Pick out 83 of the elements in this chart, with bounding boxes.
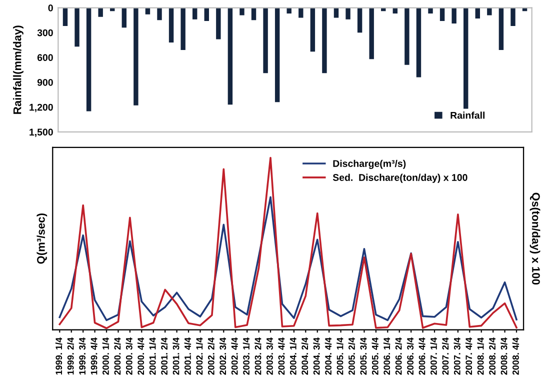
bar bbox=[216, 8, 221, 40]
x-tick-label: 2006. 1/4 bbox=[383, 337, 390, 375]
x-tick-label: 2006. 2/4 bbox=[395, 337, 402, 375]
bar bbox=[404, 8, 410, 65]
y-tick-label: 600 bbox=[37, 54, 53, 62]
bar bbox=[263, 8, 268, 74]
x-tick-label: 2003. 3/4 bbox=[266, 337, 274, 375]
bar bbox=[487, 8, 492, 16]
legend-label: Discharge(m³/s) bbox=[333, 160, 406, 169]
bar bbox=[86, 8, 92, 112]
x-tick-label: 2002. 4/4 bbox=[231, 337, 238, 375]
x-tick-label: 2005. 2/4 bbox=[348, 337, 356, 375]
bar bbox=[168, 8, 174, 43]
bar bbox=[346, 8, 350, 20]
bar bbox=[240, 8, 244, 16]
x-tick-label: 2002. 2/4 bbox=[208, 337, 214, 375]
y2-axis-title: Qs(ton/day) x 100 bbox=[530, 192, 540, 284]
x-tick-label: 2008. 2/4 bbox=[488, 337, 496, 375]
bar bbox=[122, 8, 127, 28]
bar bbox=[274, 8, 280, 102]
x-tick-label: 2002. 3/4 bbox=[219, 337, 226, 375]
x-tick-label: 2002. 1/4 bbox=[196, 337, 203, 375]
y-tick-label: 900 bbox=[37, 78, 53, 86]
bar bbox=[228, 8, 233, 105]
y-tick-label: 1,200 bbox=[30, 104, 53, 112]
x-tick-label: 2004. 2/4 bbox=[301, 337, 308, 375]
bar bbox=[192, 8, 198, 20]
y-tick-label: 300 bbox=[37, 29, 53, 36]
bar bbox=[74, 8, 80, 47]
x-tick-label: 1999. 3/4 bbox=[78, 337, 86, 375]
bar bbox=[310, 8, 316, 52]
x-tick-label: 1999. 4/4 bbox=[90, 337, 98, 375]
bar bbox=[180, 8, 186, 50]
bar bbox=[204, 8, 209, 22]
bar bbox=[322, 8, 327, 74]
y-tick-label: 1,500 bbox=[30, 128, 53, 137]
x-tick-label: 2006. 3/4 bbox=[406, 337, 414, 375]
x-tick-label: 2001. 1/4 bbox=[149, 337, 156, 375]
legend-label: Sed. Dischare(ton/day) x 100 bbox=[332, 174, 468, 183]
legend-label: Rainfall bbox=[450, 112, 485, 119]
x-tick-label: 2003. 4/4 bbox=[278, 337, 285, 375]
x-tick-label: 2005. 4/4 bbox=[372, 337, 378, 375]
bar bbox=[357, 8, 362, 33]
x-tick-label: 2008. 3/4 bbox=[500, 337, 508, 375]
x-tick-label: 2001. 3/4 bbox=[172, 337, 180, 375]
x-tick-label: 2008. 1/4 bbox=[477, 337, 484, 375]
x-tick-label: 2003. 1/4 bbox=[242, 337, 250, 375]
bar bbox=[464, 8, 468, 109]
x-tick-label: 2000. 2/4 bbox=[114, 337, 121, 375]
x-tick-label: 2006. 4/4 bbox=[418, 337, 426, 375]
bar bbox=[298, 8, 304, 18]
x-tick-label: 1999. 1/4 bbox=[55, 337, 62, 375]
x-tick-label: 2004. 4/4 bbox=[324, 337, 332, 375]
x-tick-label: 1999. 2/4 bbox=[67, 337, 74, 375]
x-tick-label: 2001. 2/4 bbox=[160, 337, 168, 375]
x-tick-label: 2000. 3/4 bbox=[126, 337, 132, 375]
bar bbox=[416, 8, 422, 78]
y-tick-label: 0 bbox=[48, 4, 53, 12]
x-tick-label: 2004. 3/4 bbox=[313, 337, 320, 375]
x-tick-label: 2000. 1/4 bbox=[102, 337, 110, 375]
bar bbox=[62, 8, 68, 26]
x-tick-label: 2003. 2/4 bbox=[254, 337, 262, 375]
bar bbox=[369, 8, 374, 60]
x-tick-label: 2007. 3/4 bbox=[454, 337, 460, 375]
x-tick-label: 2007. 2/4 bbox=[442, 337, 449, 375]
bar bbox=[498, 8, 504, 50]
x-tick-label: 2007. 4/4 bbox=[465, 337, 472, 375]
x-tick-label: 2005. 3/4 bbox=[360, 337, 367, 375]
x-tick-label: 2000. 4/4 bbox=[137, 337, 144, 375]
x-tick-label: 2008. 4/4 bbox=[512, 337, 520, 375]
bar bbox=[452, 8, 456, 24]
bar bbox=[428, 8, 433, 14]
y-axis-title: Q(m³/sec) bbox=[36, 214, 48, 264]
x-tick-label: 2004. 1/4 bbox=[290, 337, 296, 375]
bar bbox=[440, 8, 445, 22]
bar bbox=[510, 8, 516, 26]
y-axis-title: Rainfall(mm/day) bbox=[13, 26, 24, 114]
x-tick-label: 2005. 1/4 bbox=[336, 337, 344, 375]
x-tick-label: 2001. 4/4 bbox=[184, 337, 192, 375]
bar bbox=[98, 8, 103, 17]
bar bbox=[134, 8, 138, 106]
bar bbox=[157, 8, 162, 20]
x-tick-label: 2007. 1/4 bbox=[430, 337, 438, 375]
